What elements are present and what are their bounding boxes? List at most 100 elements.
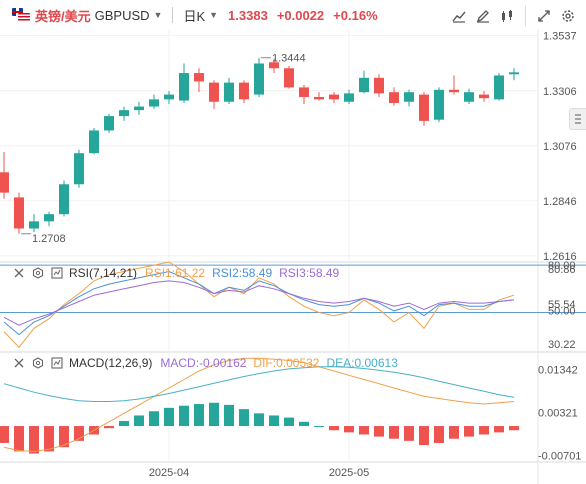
macd-legend: MACD(12,26,9) MACD:-0.00162 DIF:0.00532 … [12, 356, 405, 370]
price-tick-label: 1.3537 [543, 31, 577, 43]
macd-value: MACD:-0.00162 [160, 356, 247, 370]
indicator-options-icon[interactable] [50, 356, 64, 370]
candle-body [239, 82, 249, 100]
indicator-settings-icon[interactable] [31, 266, 45, 280]
macd-histogram-bar [104, 426, 114, 429]
side-panel-toggle-icon[interactable] [569, 108, 586, 130]
candle-body [419, 94, 429, 121]
macd-tick-label: 0.01342 [538, 364, 578, 376]
draw-pen-icon[interactable] [473, 6, 493, 26]
candle [59, 180, 69, 217]
candle-body [479, 94, 489, 99]
rsi1-value: RSI1:61.22 [145, 266, 206, 280]
indicator-icon[interactable] [497, 6, 517, 26]
candle-body [254, 63, 264, 95]
candle-body [284, 68, 294, 88]
interval-dropdown-chevron-icon[interactable]: ▼ [209, 10, 219, 20]
candle [329, 92, 339, 103]
rsi-series-line [3, 280, 515, 326]
pair-name-cn[interactable]: 英镑/美元 [35, 8, 91, 24]
macd-histogram-bar [374, 426, 384, 437]
candle-body [509, 72, 519, 75]
fullscreen-icon[interactable] [534, 6, 554, 26]
collapse-icon[interactable] [12, 266, 26, 280]
macd-histogram-bar [449, 426, 459, 439]
candle-body [269, 62, 279, 69]
candle-body [314, 96, 324, 100]
candle [224, 77, 234, 105]
candle [104, 113, 114, 133]
candle [74, 149, 84, 188]
indicator-settings-icon[interactable] [31, 356, 45, 370]
candle [209, 80, 219, 109]
candle [14, 192, 24, 234]
last-price: 1.3383 [228, 7, 268, 23]
macd-histogram-bar [404, 426, 414, 441]
dif-line [3, 357, 515, 452]
candle-body [449, 89, 459, 93]
price-tick-label: 1.3306 [543, 86, 577, 98]
pair-dropdown-chevron-icon[interactable]: ▼ [153, 10, 163, 20]
candle [134, 101, 144, 115]
date-tick-label: 2025-05 [329, 467, 369, 479]
macd-histogram-bar [134, 415, 144, 427]
dea-line [3, 366, 515, 402]
candle-body [389, 92, 399, 103]
macd-histogram-bar [479, 426, 489, 435]
candle [479, 90, 489, 102]
price-pane: 1.3444 1.2708 [0, 53, 519, 245]
toolbar-divider [525, 6, 526, 26]
interval-selector[interactable]: 日K [183, 8, 206, 24]
rsi-tick-label: 80.86 [548, 264, 576, 276]
macd-histogram-bar [119, 420, 129, 427]
candle-body [89, 130, 99, 154]
candle-body [329, 94, 339, 100]
candle [314, 92, 324, 101]
pair-symbol[interactable]: GBPUSD [94, 7, 150, 23]
chart-header: 英镑/美元 GBPUSD ▼ 日K ▼ 1.3383 +0.0022 +0.16… [0, 0, 586, 30]
candle-body [44, 214, 54, 222]
candle [494, 73, 504, 101]
candle [449, 75, 459, 95]
candle [509, 68, 519, 81]
macd-histogram-bar [14, 426, 24, 452]
candle-body [149, 99, 159, 107]
rsi-tick-label: 30.22 [548, 339, 576, 351]
candle [299, 85, 309, 105]
candle [179, 63, 189, 103]
price-tick-label: 1.2846 [543, 196, 577, 208]
macd-histogram-bar [419, 426, 429, 446]
macd-histogram-bar [464, 426, 474, 437]
macd-histogram-bar [434, 426, 444, 443]
high-annotation: 1.3444 [272, 53, 306, 65]
header-divider [172, 7, 174, 23]
candle [194, 68, 204, 93]
macd-title: MACD(12,26,9) [69, 356, 153, 370]
candle-body [0, 172, 9, 193]
macd-histogram-bar [29, 426, 39, 454]
macd-histogram-bar [74, 426, 84, 441]
area-chart-icon[interactable] [449, 6, 469, 26]
macd-histogram-bar [209, 402, 219, 427]
candle [44, 211, 54, 227]
candle-body [194, 73, 204, 82]
settings-icon[interactable] [558, 6, 578, 26]
rsi-series-line [3, 270, 515, 336]
candle-body [164, 94, 174, 100]
candle [269, 58, 279, 74]
candle-body [29, 221, 39, 229]
candle [284, 65, 294, 89]
candle-body [209, 82, 219, 102]
collapse-icon[interactable] [12, 356, 26, 370]
price-change-percent: +0.16% [333, 7, 378, 23]
candle [29, 214, 39, 233]
macd-histogram-bar [329, 426, 339, 431]
candle-body [404, 92, 414, 102]
candle [374, 74, 384, 97]
macd-histogram-bar [269, 415, 279, 427]
indicator-options-icon[interactable] [50, 266, 64, 280]
macd-histogram-bar [149, 411, 159, 427]
macd-histogram-bar [314, 426, 324, 428]
candle-body [14, 197, 24, 229]
